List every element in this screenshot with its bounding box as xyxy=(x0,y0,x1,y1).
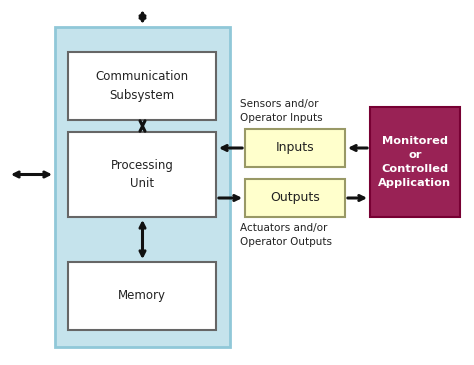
Bar xyxy=(68,262,216,330)
Bar xyxy=(370,107,460,217)
Text: Communication
Subsystem: Communication Subsystem xyxy=(95,70,189,101)
Bar xyxy=(55,27,230,347)
Bar xyxy=(245,129,345,167)
Text: Outputs: Outputs xyxy=(270,192,320,204)
Bar xyxy=(68,52,216,120)
Text: Actuators and/or
Operator Outputs: Actuators and/or Operator Outputs xyxy=(240,223,332,247)
Bar xyxy=(245,179,345,217)
Text: Processing
Unit: Processing Unit xyxy=(110,159,173,190)
Bar xyxy=(68,132,216,217)
Text: Inputs: Inputs xyxy=(276,142,314,154)
Text: Memory: Memory xyxy=(118,289,166,303)
Text: Monitored
or
Controlled
Application: Monitored or Controlled Application xyxy=(378,136,452,188)
Text: Sensors and/or
Operator Inputs: Sensors and/or Operator Inputs xyxy=(240,99,323,123)
